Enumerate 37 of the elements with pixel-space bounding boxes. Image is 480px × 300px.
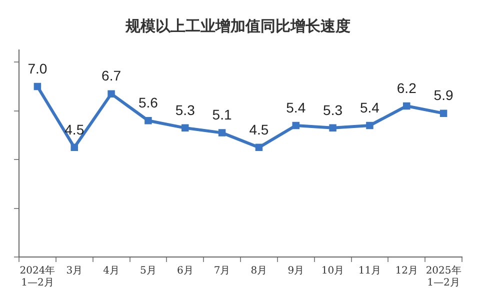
x-tick-label: 4月 xyxy=(103,266,120,277)
x-tick-label: 12月 xyxy=(395,266,418,277)
point xyxy=(182,124,189,132)
point xyxy=(329,124,336,132)
data-label: 4.5 xyxy=(64,121,84,138)
point xyxy=(255,144,263,152)
x-tick-label: 2025年 1—2月 xyxy=(426,264,462,289)
point xyxy=(440,110,448,117)
x-tick-label: 6月 xyxy=(176,266,194,277)
data-label: 5.4 xyxy=(360,99,380,116)
x-tick-label: 8月 xyxy=(250,266,268,277)
x-tick-label: 3月 xyxy=(66,266,83,277)
point xyxy=(70,144,78,152)
x-tick-label: 9月 xyxy=(288,266,304,277)
point xyxy=(108,90,115,98)
x-tick-label: 7月 xyxy=(214,266,230,277)
point xyxy=(292,122,300,130)
point xyxy=(144,117,152,124)
point xyxy=(403,102,410,110)
x-tick-label: 5月 xyxy=(140,266,156,277)
data-label: 6.2 xyxy=(396,80,417,96)
data-label: 5.6 xyxy=(138,94,158,110)
x-tick-label: 10月 xyxy=(321,266,344,277)
data-label: 4.5 xyxy=(249,121,269,138)
data-label: 6.7 xyxy=(102,68,122,84)
x-tick-label: 11月 xyxy=(358,266,382,277)
point xyxy=(218,129,226,136)
point xyxy=(366,122,374,130)
data-label: 5.9 xyxy=(434,87,454,104)
x-tick-label: 2024年 1—2月 xyxy=(20,264,56,289)
data-label: 5.1 xyxy=(212,106,232,123)
data-label: 7.0 xyxy=(28,60,48,76)
point xyxy=(34,82,42,90)
data-label: 5.3 xyxy=(175,102,196,118)
data-label: 5.3 xyxy=(323,102,343,118)
data-label: 5.4 xyxy=(286,99,306,116)
chart-title: 规模以上工业增加值同比增长速度 xyxy=(124,16,350,35)
